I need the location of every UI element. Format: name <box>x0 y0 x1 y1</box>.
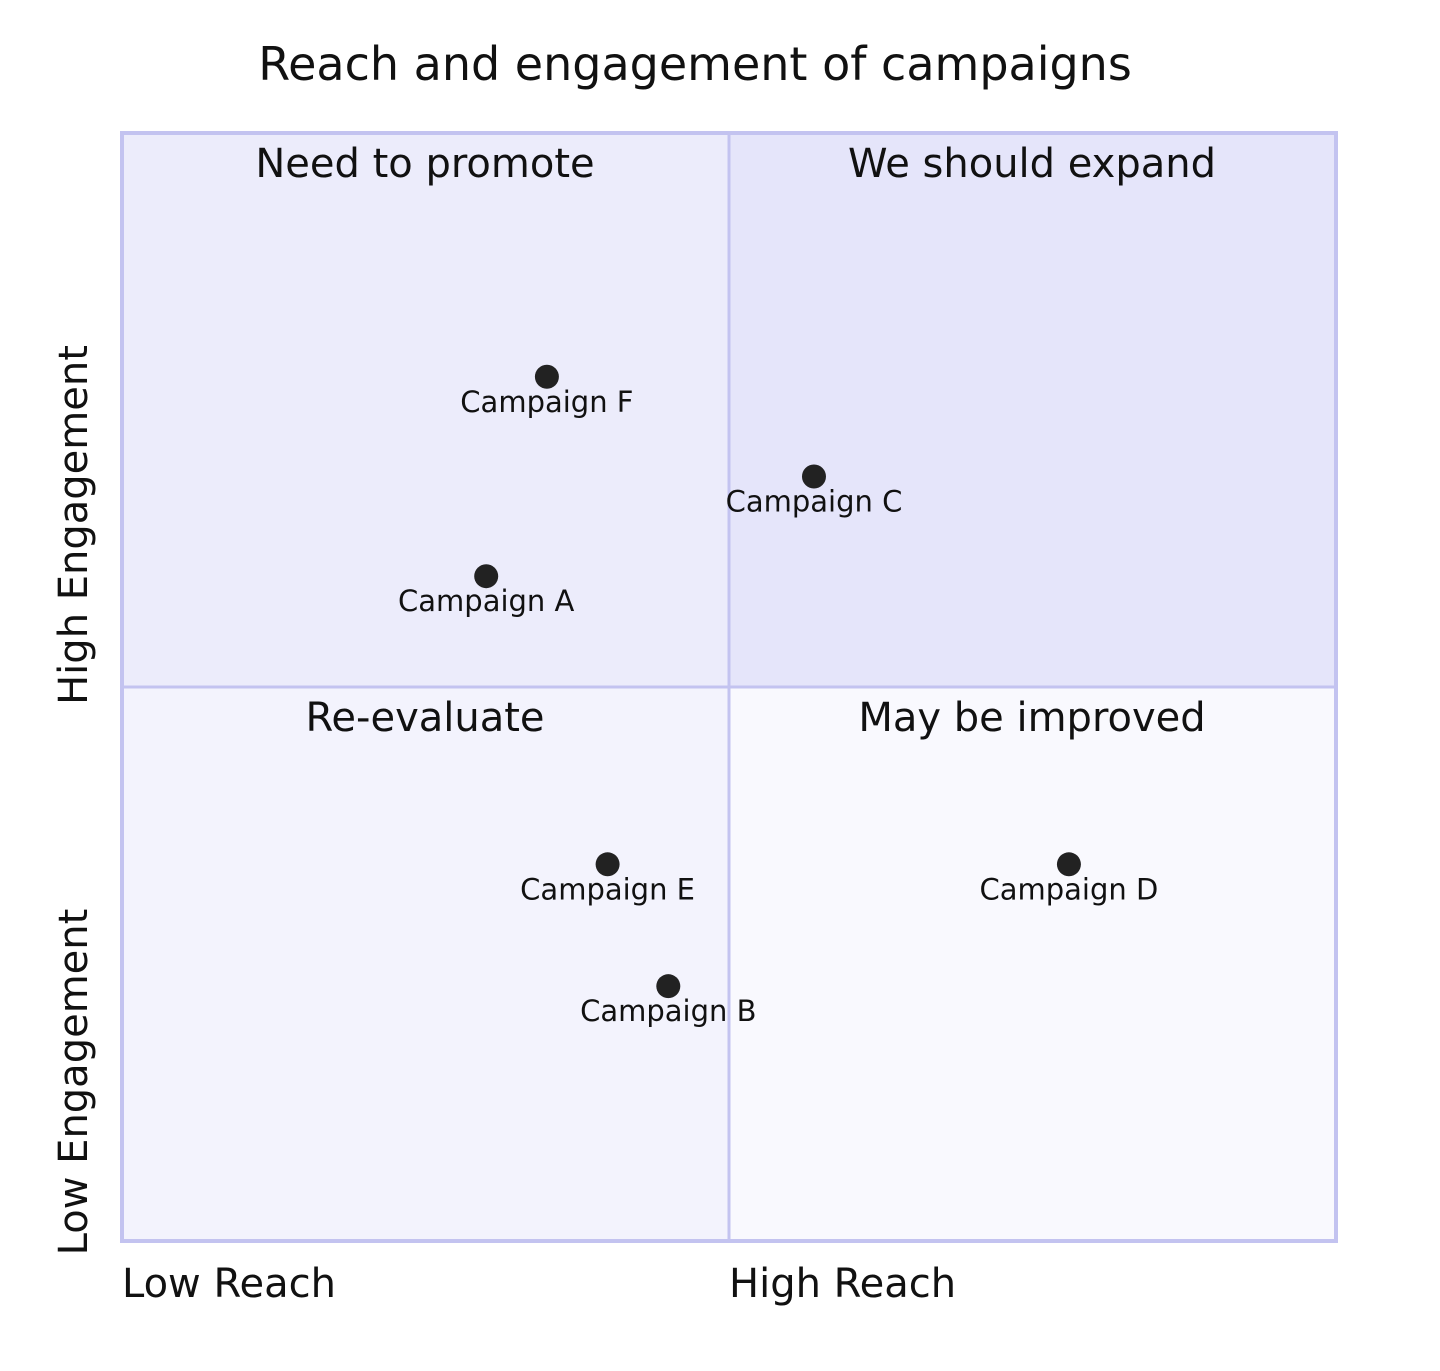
quadrant-bottom-right <box>729 687 1336 1241</box>
point-campaign-e <box>595 852 620 877</box>
quadrant-top-right <box>729 133 1336 687</box>
quadrant-bottom-left <box>122 687 729 1241</box>
x-axis-low-label: Low Reach <box>122 1261 336 1307</box>
y-axis-high-label: High Engagement <box>51 345 97 705</box>
point-campaign-b <box>656 974 681 999</box>
quadrant-label-bottom-right: May be improved <box>858 695 1205 741</box>
quadrant-label-top-right: We should expand <box>848 141 1216 187</box>
point-label-campaign-d: Campaign D <box>979 872 1158 906</box>
quadrant-top-left <box>122 133 729 687</box>
point-campaign-a <box>474 564 499 589</box>
points-layer: Campaign A Campaign B Campaign C Campaign D… <box>398 364 1158 1028</box>
point-label-campaign-b: Campaign B <box>580 994 756 1028</box>
x-axis-high-label: High Reach <box>729 1261 956 1307</box>
point-label-campaign-c: Campaign C <box>726 484 903 518</box>
point-campaign-f <box>534 364 559 389</box>
point-campaign-c <box>801 464 826 489</box>
chart-title: Reach and engagement of campaigns <box>258 37 1132 91</box>
point-label-campaign-a: Campaign A <box>398 584 575 618</box>
point-label-campaign-e: Campaign E <box>520 872 695 906</box>
point-label-campaign-f: Campaign F <box>460 385 633 419</box>
point-campaign-d <box>1056 852 1081 877</box>
quadrant-label-top-left: Need to promote <box>255 141 594 187</box>
y-axis-low-label: Low Engagement <box>51 909 97 1256</box>
plot-border <box>120 131 1338 1243</box>
quadrant-label-bottom-left: Re-evaluate <box>305 695 544 741</box>
